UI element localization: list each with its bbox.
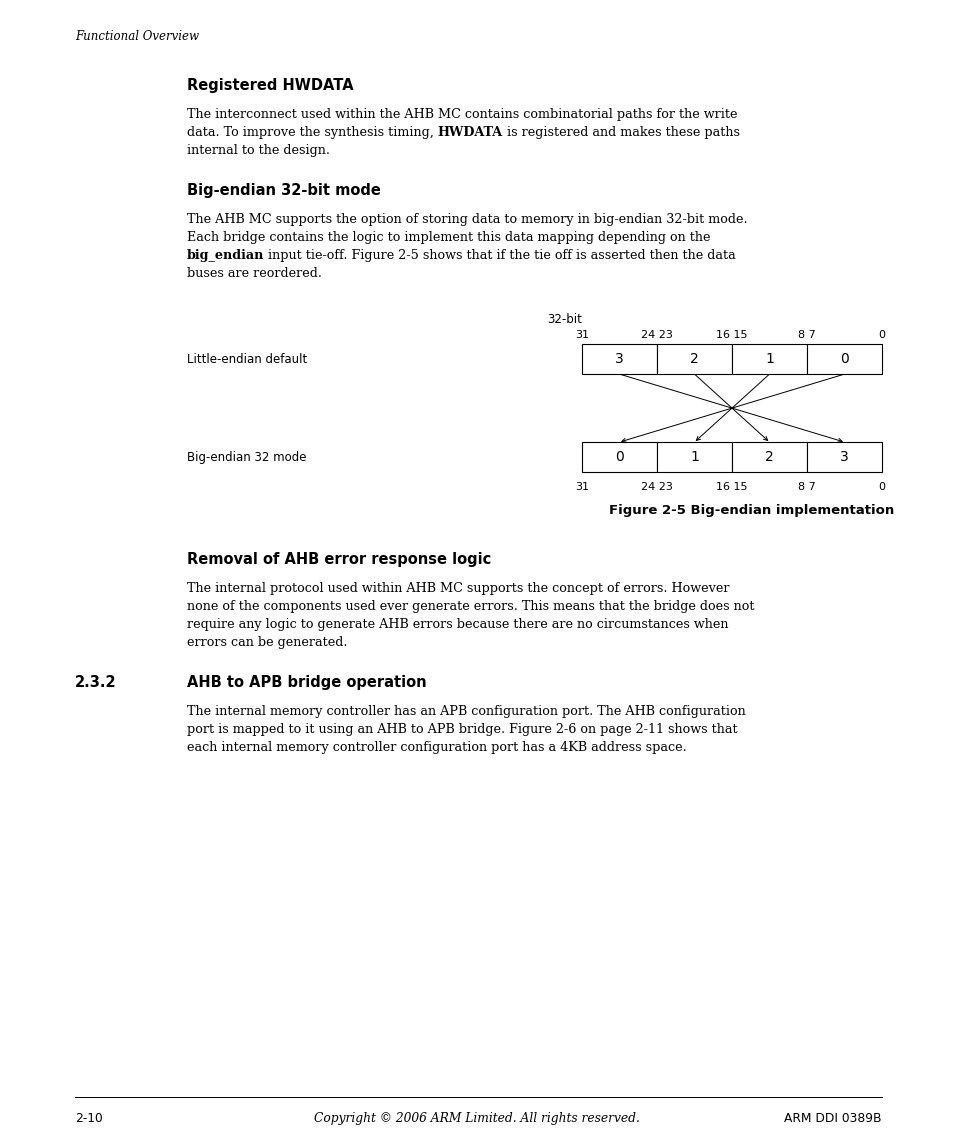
- Text: 8 7: 8 7: [798, 482, 815, 492]
- FancyArrowPatch shape: [621, 374, 842, 442]
- Text: 2.3.2: 2.3.2: [75, 676, 116, 690]
- Text: The internal protocol used within AHB MC supports the concept of errors. However: The internal protocol used within AHB MC…: [187, 582, 729, 595]
- Bar: [581, 442, 657, 472]
- Bar: [657, 442, 731, 472]
- Bar: [806, 442, 882, 472]
- Text: 1: 1: [689, 450, 699, 464]
- Text: HWDATA: HWDATA: [437, 126, 502, 139]
- Text: 0: 0: [840, 353, 848, 366]
- Text: ARM DDI 0389B: ARM DDI 0389B: [783, 1112, 882, 1126]
- Text: 2: 2: [764, 450, 773, 464]
- FancyArrowPatch shape: [696, 376, 768, 441]
- Text: big_endian: big_endian: [187, 248, 264, 262]
- Text: is registered and makes these paths: is registered and makes these paths: [502, 126, 740, 139]
- Text: input tie-off. Figure 2-5 shows that if the tie off is asserted then the data: input tie-off. Figure 2-5 shows that if …: [264, 248, 736, 262]
- Text: 3: 3: [615, 353, 623, 366]
- Text: 2-10: 2-10: [75, 1112, 103, 1126]
- Bar: [657, 345, 731, 374]
- Bar: [731, 442, 806, 472]
- Text: 2: 2: [689, 353, 699, 366]
- Text: 1: 1: [764, 353, 773, 366]
- Text: Little-endian default: Little-endian default: [187, 353, 307, 365]
- Text: Copyright © 2006 ARM Limited. All rights reserved.: Copyright © 2006 ARM Limited. All rights…: [314, 1112, 639, 1126]
- Text: The AHB MC supports the option of storing data to memory in big-endian 32-bit mo: The AHB MC supports the option of storin…: [187, 213, 747, 227]
- Text: 0: 0: [878, 482, 884, 492]
- Text: The interconnect used within the AHB MC contains combinatorial paths for the wri: The interconnect used within the AHB MC …: [187, 108, 737, 121]
- Text: 32-bit: 32-bit: [546, 313, 581, 325]
- Text: Removal of AHB error response logic: Removal of AHB error response logic: [187, 552, 491, 567]
- Text: none of the components used ever generate errors. This means that the bridge doe: none of the components used ever generat…: [187, 600, 754, 613]
- Text: Functional Overview: Functional Overview: [75, 30, 199, 44]
- Text: 31: 31: [575, 330, 588, 340]
- Text: 8 7: 8 7: [798, 330, 815, 340]
- Text: errors can be generated.: errors can be generated.: [187, 635, 347, 648]
- Text: Registered HWDATA: Registered HWDATA: [187, 78, 354, 93]
- Text: 0: 0: [878, 330, 884, 340]
- Text: 16 15: 16 15: [716, 482, 747, 492]
- Text: 31: 31: [575, 482, 588, 492]
- FancyArrowPatch shape: [695, 376, 767, 441]
- Text: Big-endian 32 mode: Big-endian 32 mode: [187, 451, 306, 464]
- Text: Figure 2-5 Big-endian implementation: Figure 2-5 Big-endian implementation: [609, 504, 894, 518]
- Text: require any logic to generate AHB errors because there are no circumstances when: require any logic to generate AHB errors…: [187, 617, 728, 631]
- Text: 16 15: 16 15: [716, 330, 747, 340]
- Text: internal to the design.: internal to the design.: [187, 143, 330, 157]
- Text: each internal memory controller configuration port has a 4KB address space.: each internal memory controller configur…: [187, 741, 686, 753]
- Bar: [731, 345, 806, 374]
- Text: Big-endian 32-bit mode: Big-endian 32-bit mode: [187, 183, 380, 198]
- Text: The internal memory controller has an APB configuration port. The AHB configurat: The internal memory controller has an AP…: [187, 705, 745, 718]
- Bar: [806, 345, 882, 374]
- Text: port is mapped to it using an AHB to APB bridge. Figure 2-6 on page 2-11 shows t: port is mapped to it using an AHB to APB…: [187, 724, 737, 736]
- Bar: [581, 345, 657, 374]
- Text: data. To improve the synthesis timing,: data. To improve the synthesis timing,: [187, 126, 437, 139]
- Text: 3: 3: [840, 450, 848, 464]
- Text: Each bridge contains the logic to implement this data mapping depending on the: Each bridge contains the logic to implem…: [187, 231, 710, 244]
- Text: 0: 0: [615, 450, 623, 464]
- Text: 24 23: 24 23: [640, 330, 672, 340]
- Text: AHB to APB bridge operation: AHB to APB bridge operation: [187, 676, 426, 690]
- Text: buses are reordered.: buses are reordered.: [187, 267, 322, 279]
- FancyArrowPatch shape: [620, 374, 841, 442]
- Text: 24 23: 24 23: [640, 482, 672, 492]
